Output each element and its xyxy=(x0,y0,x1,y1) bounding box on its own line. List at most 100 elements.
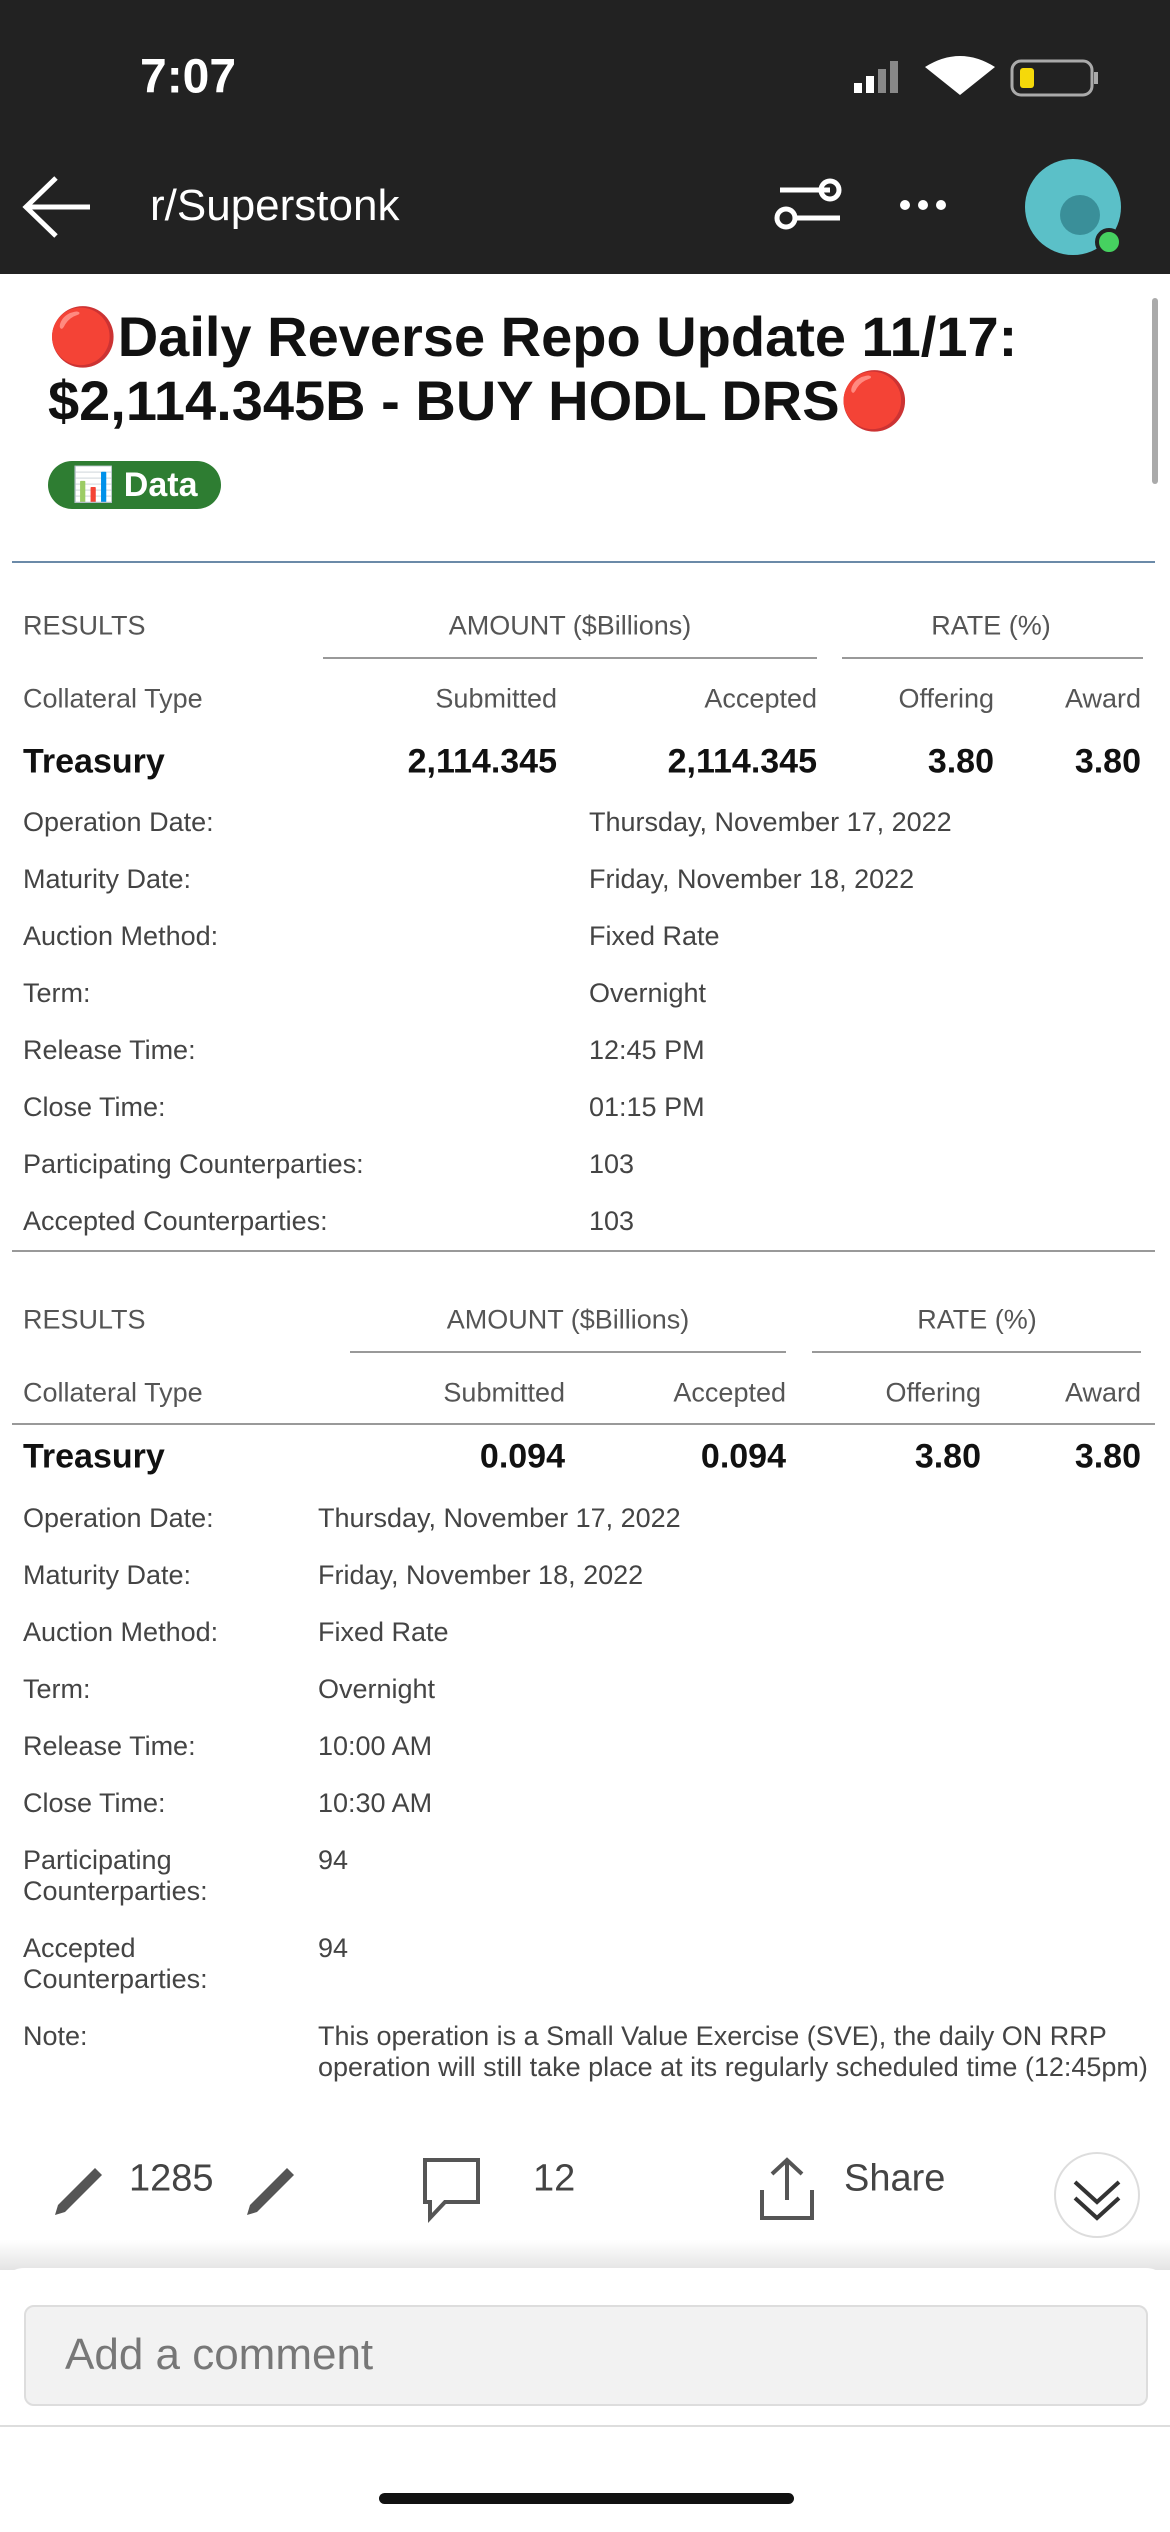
scrollbar xyxy=(1152,298,1158,484)
details: Operation Date: Thursday, November 17, 20… xyxy=(23,807,1153,1263)
cell: 2,114.345 xyxy=(667,742,817,781)
detail-row: Term: Overnight xyxy=(23,1674,1153,1705)
detail-value: 103 xyxy=(589,1149,635,1179)
comment-placeholder[interactable]: Add a comment xyxy=(65,2330,374,2379)
detail-row: Operation Date: Thursday, November 17, 20… xyxy=(23,1503,1153,1534)
results-table: RESULTS AMOUNT ($Billions) RATE (%) Collate… xyxy=(0,562,1170,1251)
rule xyxy=(812,1351,1141,1353)
nav-icons xyxy=(774,178,946,230)
detail-value: Thursday, November 17, 2022 xyxy=(589,807,952,837)
detail-value: 94 xyxy=(318,1933,349,1963)
results-table: RESULTS AMOUNT ($Billions) RATE (%) Collate… xyxy=(0,1251,1170,2114)
clock: 7:07 xyxy=(140,50,237,104)
detail-label: Auction Method: xyxy=(23,1617,219,1647)
column-header: Submitted xyxy=(443,1377,565,1408)
shadow xyxy=(0,2240,1170,2270)
details: Operation Date: Thursday, November 17, 20… xyxy=(23,1503,1153,2109)
cell: 2,114.345 xyxy=(407,742,557,781)
divider xyxy=(12,561,1155,563)
cell: 3.80 xyxy=(927,742,994,781)
detail-value: 12:45 PM xyxy=(589,1035,705,1065)
detail-value: 10:00 AM xyxy=(318,1731,433,1761)
vote-count[interactable]: 1285 xyxy=(129,2157,214,2200)
detail-label: Maturity Date: xyxy=(23,1560,192,1590)
flair[interactable]: 📊 Data xyxy=(48,461,222,509)
detail-label: Close Time: xyxy=(23,1788,166,1818)
detail-value: 103 xyxy=(589,1206,635,1236)
detail-value: Overnight xyxy=(318,1674,436,1704)
cell: 3.80 xyxy=(914,1437,981,1476)
detail-row: Participating Counterparties: 103 xyxy=(23,1149,1153,1180)
rule xyxy=(842,657,1143,659)
detail-row: Auction Method: Fixed Rate xyxy=(23,1617,1153,1648)
group-header: RESULTS xyxy=(23,1304,146,1335)
divider xyxy=(0,2425,1170,2427)
detail-label: Auction Method: xyxy=(23,921,219,951)
detail-value: Thursday, November 17, 2022 xyxy=(318,1503,681,1533)
divider xyxy=(12,1250,1155,1252)
group-header: RATE (%) xyxy=(917,1304,1037,1335)
back-button[interactable] xyxy=(20,172,100,242)
avatar[interactable] xyxy=(1020,155,1130,265)
detail-row: Accepted Counterparties: 103 xyxy=(23,1206,1153,1237)
detail-value: Fixed Rate xyxy=(318,1617,449,1647)
cell: Treasury xyxy=(23,1437,165,1476)
detail-value: Fixed Rate xyxy=(589,921,720,951)
subreddit-name[interactable]: r/Superstonk xyxy=(150,181,400,230)
detail-row: Release Time: 10:00 AM xyxy=(23,1731,1153,1762)
detail-row: Operation Date: Thursday, November 17, 20… xyxy=(23,807,1153,838)
detail-label: Accepted Counterparties: xyxy=(23,1933,208,1994)
detail-label: Operation Date: xyxy=(23,807,214,837)
comment-count[interactable]: 12 xyxy=(533,2157,576,2200)
column-header: Accepted xyxy=(673,1377,786,1408)
detail-value: 01:15 PM xyxy=(589,1092,705,1122)
top-bar xyxy=(0,0,1170,274)
column-header: Submitted xyxy=(435,683,557,714)
column-header: Award xyxy=(1064,683,1141,714)
column-header: Collateral Type xyxy=(23,683,203,714)
group-header: AMOUNT ($Billions) xyxy=(448,610,692,641)
post-title: 🔴Daily Reverse Repo Update 11/17: $2,114… xyxy=(48,305,1018,432)
detail-label: Term: xyxy=(23,978,91,1008)
group-header: RESULTS xyxy=(23,610,146,641)
cell: Treasury xyxy=(23,742,165,781)
detail-label: Close Time: xyxy=(23,1092,166,1122)
cell: 0.094 xyxy=(479,1437,565,1476)
group-header: RATE (%) xyxy=(931,610,1051,641)
share-button[interactable]: Share xyxy=(844,2157,946,2200)
cell: 3.80 xyxy=(1074,742,1141,781)
detail-label: Operation Date: xyxy=(23,1503,214,1533)
detail-label: Term: xyxy=(23,1674,91,1704)
cell: 3.80 xyxy=(1074,1437,1141,1476)
comment-input[interactable] xyxy=(24,2305,1148,2406)
detail-row: Close Time: 01:15 PM xyxy=(23,1092,1153,1123)
column-header: Offering xyxy=(885,1377,981,1408)
detail-label: Participating Counterparties: xyxy=(23,1149,364,1179)
detail-label: Accepted Counterparties: xyxy=(23,1206,328,1236)
action-icons xyxy=(55,2152,1140,2238)
detail-value: Friday, November 18, 2022 xyxy=(318,1560,644,1590)
home-indicator xyxy=(379,2493,794,2504)
rule xyxy=(12,1423,1155,1425)
cell: 0.094 xyxy=(700,1437,786,1476)
detail-row: Release Time: 12:45 PM xyxy=(23,1035,1153,1066)
detail-row: Participating Counterparties: 94 xyxy=(23,1845,1153,1907)
detail-row: Maturity Date: Friday, November 18, 2022 xyxy=(23,864,1153,895)
column-header: Accepted xyxy=(704,683,817,714)
detail-row: Term: Overnight xyxy=(23,978,1153,1009)
detail-row: Auction Method: Fixed Rate xyxy=(23,921,1153,952)
detail-label: Note: xyxy=(23,2021,88,2051)
detail-row: Accepted Counterparties: 94 xyxy=(23,1933,1153,1995)
column-header: Award xyxy=(1064,1377,1141,1408)
group-header: AMOUNT ($Billions) xyxy=(446,1304,690,1335)
detail-row: Note: This operation is a Small Value Exe… xyxy=(23,2021,1153,2083)
detail-value: Friday, November 18, 2022 xyxy=(589,864,915,894)
detail-value: This operation is a Small Value Exercise… xyxy=(318,2021,1148,2082)
detail-label: Maturity Date: xyxy=(23,864,192,894)
column-header: Offering xyxy=(898,683,994,714)
rule xyxy=(350,1351,786,1353)
detail-value: Overnight xyxy=(589,978,707,1008)
detail-label: Release Time: xyxy=(23,1731,196,1761)
detail-label: Participating Counterparties: xyxy=(23,1845,208,1906)
